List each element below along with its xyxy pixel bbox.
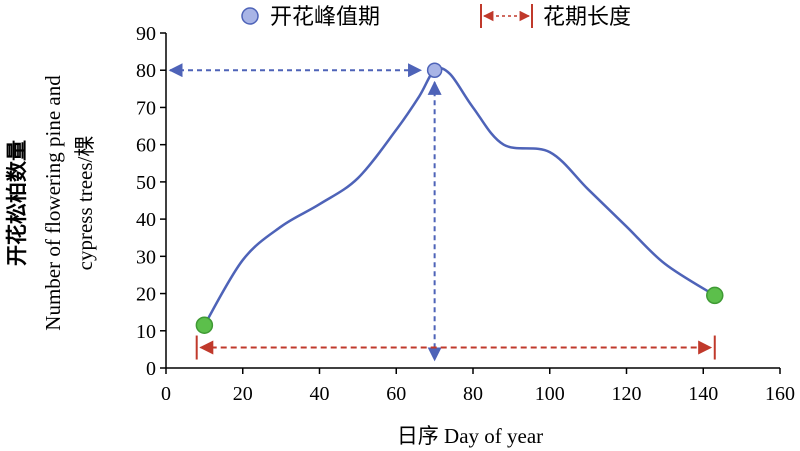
y-axis-title-line1: 开花松柏数量 (5, 140, 29, 266)
y-axis-ticks: 0 10 20 30 40 50 60 70 80 90 (136, 23, 166, 380)
x-axis-title: 日序 Day of year (397, 424, 543, 448)
y-tick-label: 90 (136, 23, 156, 45)
y-tick-label: 40 (136, 209, 156, 231)
y-tick-label: 80 (136, 60, 156, 82)
legend-duration-label: 花期长度 (543, 4, 631, 29)
y-tick-label: 20 (136, 284, 156, 306)
legend-duration-marker (480, 4, 533, 28)
y-tick-label: 70 (136, 97, 156, 119)
y-axis-title-line2: Number of flowering pine and (41, 75, 65, 331)
x-axis-ticks: 0 20 40 60 80 100 120 140 160 (161, 368, 795, 405)
x-tick-label: 120 (612, 383, 642, 405)
y-tick-label: 50 (136, 172, 156, 194)
series-line-flowering-count (203, 66, 716, 326)
annotations (168, 63, 716, 362)
legend-peak-label: 开花峰值期 (270, 4, 380, 29)
x-tick-label: 0 (161, 383, 171, 405)
y-tick-label: 0 (146, 358, 156, 380)
y-axis-title: 开花松柏数量 Number of flowering pine and cypr… (5, 75, 97, 331)
x-tick-label: 160 (765, 383, 795, 405)
end-point (706, 286, 724, 305)
x-tick-label: 60 (386, 383, 406, 405)
y-tick-label: 60 (136, 135, 156, 157)
legend: 开花峰值期 花期长度 (241, 4, 631, 29)
y-axis-title-line3: cypress trees/棵 (73, 136, 97, 271)
x-tick-label: 100 (535, 383, 565, 405)
y-tick-label: 30 (136, 246, 156, 268)
x-tick-label: 80 (463, 383, 483, 405)
x-tick-label: 40 (310, 383, 330, 405)
data-points (195, 62, 724, 334)
start-point (195, 316, 214, 334)
x-tick-label: 140 (688, 383, 718, 405)
legend-peak-marker (241, 7, 259, 25)
y-tick-label: 10 (136, 321, 156, 343)
x-tick-label: 20 (233, 383, 253, 405)
peak-point (426, 62, 443, 78)
